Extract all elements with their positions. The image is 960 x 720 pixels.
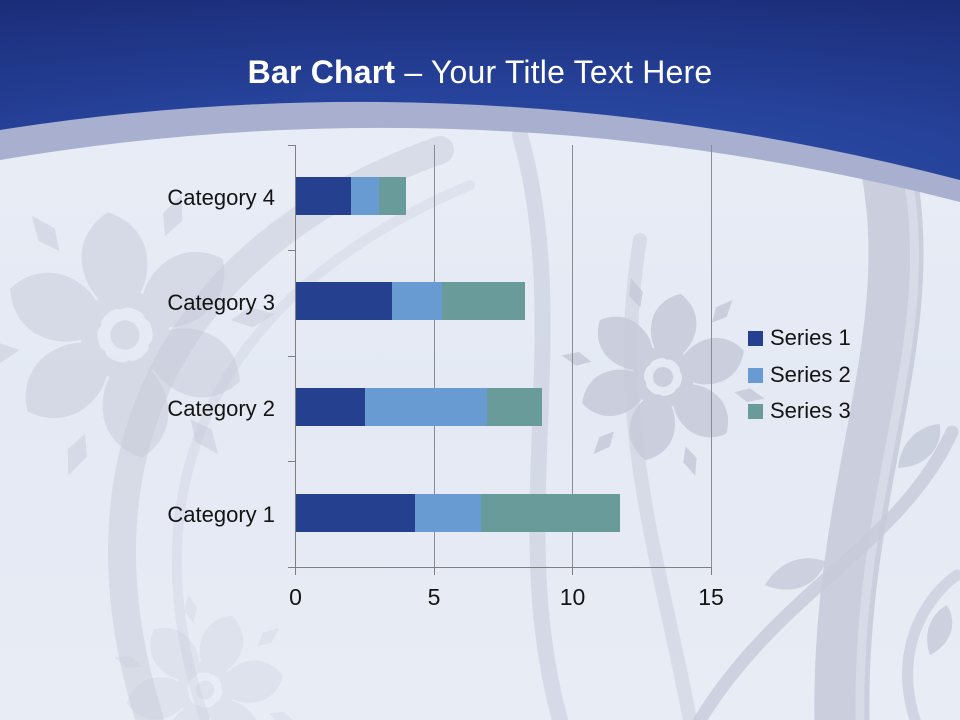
- title-separator: –: [395, 54, 431, 90]
- x-tick-mark: [433, 567, 435, 575]
- x-axis-line: [295, 567, 712, 568]
- vine-bottom-right: [693, 425, 959, 720]
- legend-label: Series 2: [770, 361, 851, 387]
- bar-segment: [295, 388, 365, 427]
- category-label: Category 3: [167, 290, 275, 316]
- gridline: [572, 145, 573, 568]
- bar-segment: [378, 176, 407, 215]
- x-tick-label: 10: [559, 584, 586, 610]
- bar-segment: [414, 493, 482, 532]
- bar-segment: [295, 493, 415, 532]
- title-regular-text: Your Title Text Here: [430, 54, 713, 90]
- vine-bottom-right-2: [902, 569, 960, 720]
- bar-segment: [350, 176, 379, 215]
- legend-swatch: [748, 367, 763, 383]
- x-tick-mark: [295, 567, 296, 575]
- bar-segment: [486, 388, 543, 427]
- bar-segment: [481, 493, 620, 532]
- stem-center-right: [623, 233, 697, 720]
- category-label: Category 4: [167, 184, 275, 210]
- bar-segment: [442, 282, 526, 321]
- x-tick-mark: [572, 567, 573, 575]
- legend-swatch: [748, 404, 763, 419]
- y-tick-mark: [287, 250, 296, 252]
- bar-segment: [295, 176, 351, 215]
- x-tick-label: 5: [427, 584, 441, 610]
- y-tick-mark: [287, 355, 296, 357]
- x-tick-mark: [710, 567, 712, 575]
- header-curved-banner: [0, 0, 960, 202]
- category-label: Category 2: [167, 396, 275, 422]
- gridline: [710, 145, 712, 568]
- x-tick-label: 0: [289, 584, 302, 610]
- y-tick-mark: [287, 567, 296, 568]
- gridline: [433, 145, 435, 568]
- bar-segment: [295, 282, 393, 321]
- swoosh-highlight: [855, 130, 919, 720]
- legend-swatch: [748, 331, 763, 346]
- bar-segment: [364, 388, 487, 427]
- y-tick-mark: [287, 144, 296, 146]
- slide-title: Bar Chart – Your Title Text Here: [0, 54, 960, 91]
- bar-segment: [392, 282, 443, 321]
- category-label: Category 1: [167, 501, 275, 527]
- swoosh-column-right: [814, 97, 924, 720]
- x-tick-label: 15: [698, 584, 724, 610]
- legend-label: Series 1: [770, 325, 851, 350]
- title-bold-text: Bar Chart: [247, 54, 396, 90]
- y-axis-line: [295, 145, 296, 568]
- header-blue-curve: [0, 0, 960, 180]
- y-tick-mark: [287, 461, 296, 463]
- swoosh-arc-left-echo: [171, 180, 475, 720]
- legend-label: Series 3: [770, 398, 851, 423]
